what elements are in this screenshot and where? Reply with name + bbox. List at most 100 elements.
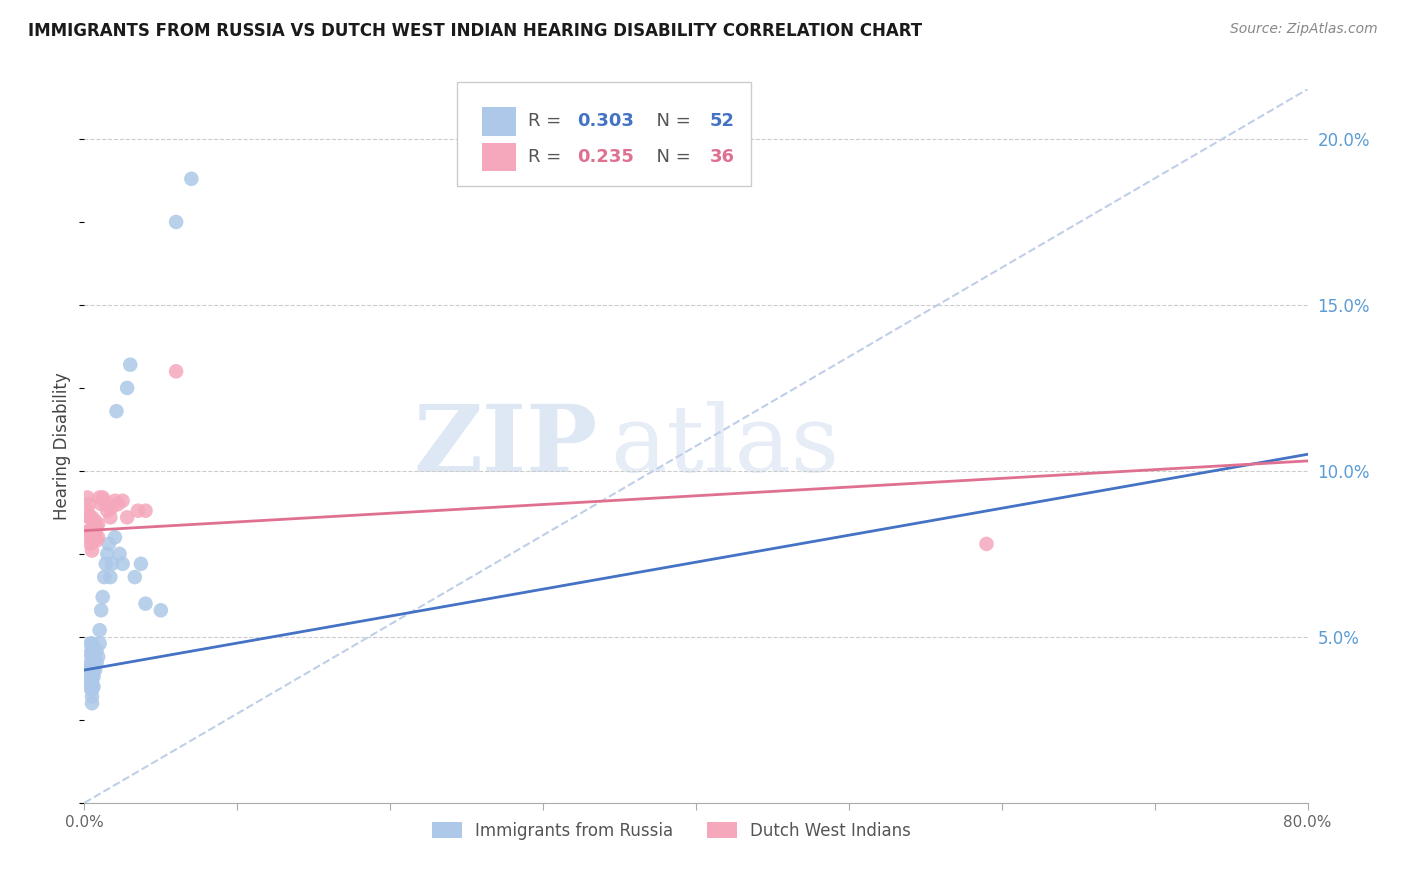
Point (93, 493, 115, 508)
Point (79, 676, 101, 690)
Point (111, 493, 134, 508)
Point (98, 510, 121, 524)
FancyBboxPatch shape (482, 143, 516, 171)
Point (86, 643, 108, 657)
Point (83, 657, 105, 671)
Point (80, 636, 103, 650)
Text: 0.235: 0.235 (578, 148, 634, 166)
Point (115, 381, 138, 395)
Point (84, 653, 107, 667)
Point (165, 215, 187, 229)
Point (80, 670, 103, 684)
Point (94, 557, 117, 571)
Point (84, 663, 107, 677)
Point (77, 524, 100, 538)
Point (79, 647, 101, 661)
Point (77, 680, 100, 694)
Text: N =: N = (644, 112, 696, 130)
Point (80, 510, 103, 524)
Point (80, 696, 103, 710)
Point (79, 670, 101, 684)
Point (84, 643, 107, 657)
Point (105, 404, 128, 418)
Point (124, 570, 146, 584)
Point (86, 657, 108, 671)
Point (80, 676, 103, 690)
Point (91, 590, 114, 604)
Point (83, 670, 105, 684)
Text: atlas: atlas (610, 401, 839, 491)
Point (80, 643, 103, 657)
Point (127, 504, 149, 518)
FancyBboxPatch shape (457, 82, 751, 186)
Point (80, 657, 103, 671)
Point (77, 670, 100, 684)
Point (90, 603, 112, 617)
Point (83, 520, 105, 534)
Point (83, 663, 105, 677)
Point (98, 570, 121, 584)
Point (115, 510, 138, 524)
Text: Source: ZipAtlas.com: Source: ZipAtlas.com (1230, 22, 1378, 37)
Point (79, 537, 101, 551)
Point (976, 537, 998, 551)
Point (96, 504, 118, 518)
Point (94, 497, 117, 511)
Y-axis label: Hearing Disability: Hearing Disability (53, 372, 72, 520)
Point (89, 636, 111, 650)
Point (149, 603, 172, 617)
Point (93, 570, 115, 584)
Point (80, 663, 103, 677)
Legend: Immigrants from Russia, Dutch West Indians: Immigrants from Russia, Dutch West India… (423, 814, 920, 848)
Point (80, 649, 103, 664)
Point (135, 597, 157, 611)
Point (80, 530, 103, 544)
Point (111, 557, 134, 571)
Point (80, 543, 103, 558)
Point (101, 557, 124, 571)
Point (77, 663, 100, 677)
Point (80, 682, 103, 697)
Point (79, 657, 101, 671)
Point (87, 649, 110, 664)
Point (96, 547, 118, 561)
Text: IMMIGRANTS FROM RUSSIA VS DUTCH WEST INDIAN HEARING DISABILITY CORRELATION CHART: IMMIGRANTS FROM RUSSIA VS DUTCH WEST IND… (28, 22, 922, 40)
Point (120, 358, 142, 372)
Point (104, 530, 127, 544)
Point (79, 510, 101, 524)
Point (86, 533, 108, 548)
Point (87, 516, 110, 531)
Text: N =: N = (644, 148, 696, 166)
Point (83, 643, 105, 657)
Point (129, 557, 152, 571)
Point (79, 524, 101, 538)
Point (77, 510, 100, 524)
Text: 0.303: 0.303 (578, 112, 634, 130)
Point (79, 636, 101, 650)
Text: R =: R = (529, 112, 568, 130)
Point (180, 171, 202, 186)
Point (83, 533, 105, 548)
Point (101, 500, 124, 515)
Point (89, 624, 111, 638)
Point (84, 527, 107, 541)
Text: 36: 36 (710, 148, 734, 166)
Point (97, 537, 120, 551)
Point (104, 493, 127, 508)
Point (90, 497, 112, 511)
Point (76, 491, 98, 505)
Point (89, 491, 111, 505)
Point (135, 504, 157, 518)
Point (83, 680, 105, 694)
Point (76, 504, 98, 518)
Point (84, 514, 107, 528)
Point (83, 649, 105, 664)
Text: 52: 52 (710, 112, 734, 130)
Point (87, 530, 110, 544)
Point (80, 690, 103, 704)
Point (91, 491, 114, 505)
Point (165, 364, 187, 378)
Point (86, 520, 108, 534)
Text: R =: R = (529, 148, 568, 166)
Point (107, 497, 129, 511)
